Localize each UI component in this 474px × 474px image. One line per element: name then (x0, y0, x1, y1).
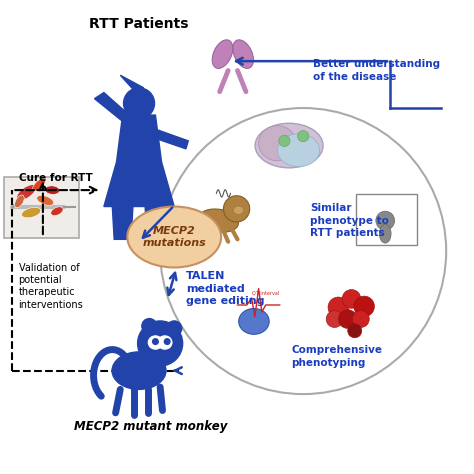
Text: MECP2
mutations: MECP2 mutations (142, 226, 206, 248)
Ellipse shape (158, 336, 172, 349)
Circle shape (142, 319, 157, 334)
Ellipse shape (112, 352, 166, 390)
Ellipse shape (15, 195, 24, 208)
Polygon shape (112, 207, 133, 239)
Polygon shape (120, 75, 144, 91)
Polygon shape (117, 115, 162, 162)
Ellipse shape (233, 206, 244, 215)
Text: Validation of
potential
therapeutic
interventions: Validation of potential therapeutic inte… (18, 263, 83, 310)
Text: Better understanding
of the disease: Better understanding of the disease (312, 59, 440, 82)
Ellipse shape (255, 123, 323, 168)
Circle shape (338, 310, 357, 328)
Ellipse shape (17, 185, 36, 200)
Ellipse shape (379, 224, 391, 243)
Ellipse shape (51, 207, 63, 216)
Text: QT Interval: QT Interval (252, 290, 279, 295)
Polygon shape (153, 129, 188, 149)
Text: MECP2 mutant monkey: MECP2 mutant monkey (74, 420, 228, 433)
Polygon shape (145, 207, 166, 239)
Text: Cure for RTT: Cure for RTT (18, 173, 92, 183)
Circle shape (376, 211, 394, 230)
Ellipse shape (128, 207, 221, 267)
Circle shape (164, 339, 170, 345)
Ellipse shape (233, 40, 254, 68)
Text: Similar
phenotype to
RTT patients: Similar phenotype to RTT patients (310, 203, 389, 238)
Polygon shape (94, 92, 132, 122)
Ellipse shape (277, 134, 319, 167)
Text: TALEN
mediated
gene editing: TALEN mediated gene editing (186, 271, 264, 306)
Ellipse shape (239, 309, 269, 334)
Circle shape (223, 196, 250, 222)
Circle shape (352, 310, 369, 328)
Circle shape (342, 290, 361, 308)
Circle shape (348, 324, 362, 338)
Ellipse shape (199, 209, 238, 232)
Text: RTT Patients: RTT Patients (89, 17, 189, 31)
Ellipse shape (148, 336, 163, 349)
Ellipse shape (22, 208, 41, 218)
Circle shape (137, 321, 182, 366)
Circle shape (167, 321, 182, 336)
FancyBboxPatch shape (356, 194, 417, 245)
Circle shape (354, 296, 374, 317)
Polygon shape (104, 162, 174, 207)
Circle shape (326, 310, 343, 328)
Ellipse shape (33, 178, 46, 191)
Ellipse shape (45, 186, 60, 194)
Text: Comprehensive
phenotyping: Comprehensive phenotyping (292, 346, 383, 368)
Circle shape (298, 130, 309, 142)
FancyBboxPatch shape (4, 177, 79, 238)
Circle shape (279, 135, 290, 146)
Ellipse shape (259, 126, 296, 161)
Ellipse shape (37, 195, 54, 205)
Circle shape (153, 339, 158, 345)
Ellipse shape (212, 40, 233, 68)
Circle shape (124, 88, 155, 119)
Circle shape (328, 297, 349, 318)
